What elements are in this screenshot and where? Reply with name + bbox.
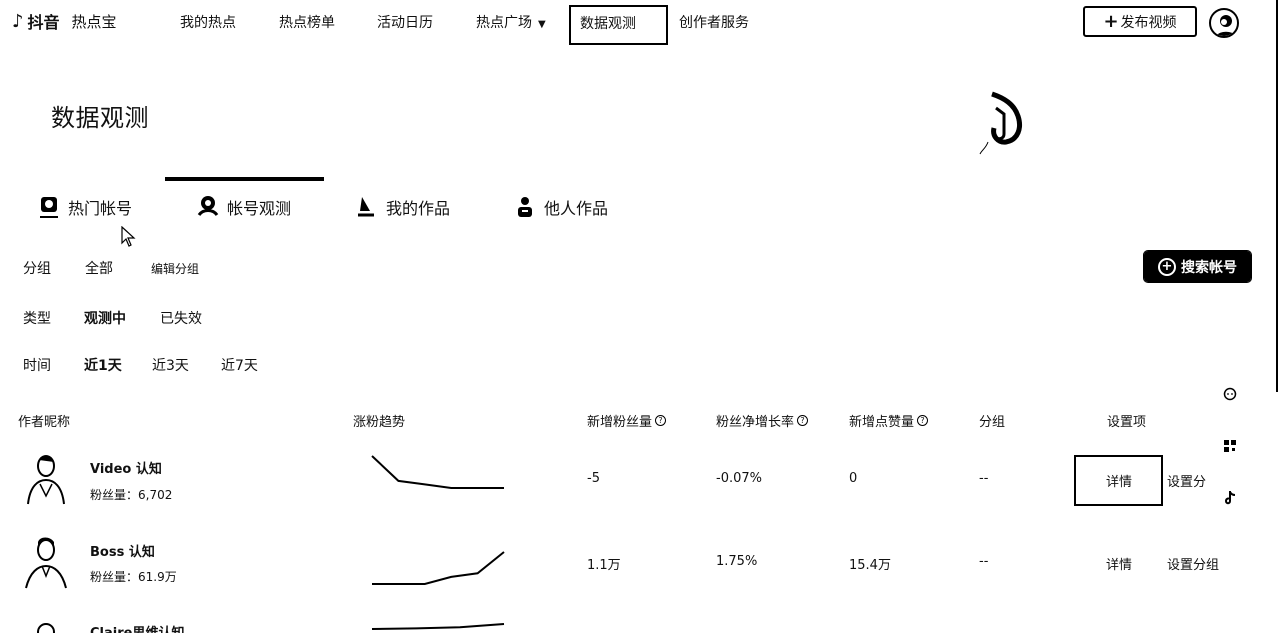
plus-icon: + bbox=[1103, 11, 1119, 32]
tiktok-logo-icon: ♪ bbox=[12, 10, 24, 32]
add-circle-icon: + bbox=[1158, 257, 1176, 276]
col-new-likes: 新增点赞量? bbox=[849, 411, 929, 430]
publish-label: 发布视频 bbox=[1120, 14, 1177, 31]
page-title: 数据观测 bbox=[51, 104, 149, 132]
group-value: -- bbox=[979, 471, 989, 486]
filter-time-7d[interactable]: 近7天 bbox=[221, 358, 258, 374]
logo[interactable]: ♪ 抖音 热点宝 bbox=[12, 9, 117, 33]
tab-label: 热门帐号 bbox=[68, 199, 133, 218]
qrcode-icon[interactable] bbox=[1222, 439, 1238, 455]
new-likes-value: 0 bbox=[849, 471, 858, 486]
nav-hot-square[interactable]: 热点广场 ▼ bbox=[476, 12, 546, 32]
nav-hot-list[interactable]: 热点榜单 bbox=[279, 15, 335, 31]
filter-time-3d[interactable]: 近3天 bbox=[152, 358, 189, 374]
tab-hot-accounts[interactable]: 热门帐号 bbox=[38, 195, 132, 219]
help-icon[interactable]: ? bbox=[917, 415, 929, 426]
active-tab-indicator bbox=[165, 177, 324, 181]
col-settings: 设置项 bbox=[1107, 415, 1147, 430]
tiktok-icon[interactable] bbox=[1222, 490, 1238, 506]
filter-type-label: 类型 bbox=[23, 311, 51, 327]
search-account-button[interactable]: + 搜索帐号 bbox=[1143, 250, 1252, 283]
col-author: 作者昵称 bbox=[18, 415, 71, 430]
col-new-fans: 新增粉丝量? bbox=[587, 411, 667, 430]
author-name[interactable]: Boss 认知 bbox=[90, 545, 155, 560]
others-works-icon bbox=[518, 197, 532, 217]
author-fans: 粉丝量：6,702 bbox=[90, 488, 173, 502]
detail-button[interactable]: 详情 bbox=[1106, 475, 1133, 490]
nav-my-hot[interactable]: 我的热点 bbox=[180, 15, 236, 31]
filter-time-1d[interactable]: 近1天 bbox=[84, 358, 122, 374]
logo-sub: 热点宝 bbox=[71, 12, 117, 31]
author-fans: 粉丝量：61.9万 bbox=[90, 570, 177, 584]
publish-video-button[interactable]: + 发布视频 bbox=[1083, 6, 1197, 37]
tab-others-works[interactable]: 他人作品 bbox=[514, 195, 608, 219]
nav-creator-service[interactable]: 创作者服务 bbox=[679, 15, 749, 31]
col-new-fans-label: 新增粉丝量 bbox=[587, 415, 653, 430]
user-avatar[interactable] bbox=[1209, 8, 1239, 38]
tab-label: 帐号观测 bbox=[227, 199, 292, 218]
chat-icon[interactable] bbox=[1222, 387, 1238, 403]
detail-button-highlight bbox=[1074, 455, 1163, 506]
detail-button[interactable]: 详情 bbox=[1106, 558, 1133, 573]
logo-brand: 抖音 bbox=[27, 13, 60, 32]
edit-group-link[interactable]: 编辑分组 bbox=[151, 262, 200, 276]
col-growth-label: 粉丝净增长率 bbox=[716, 415, 795, 430]
fans-trend-sparkline bbox=[371, 623, 505, 630]
top-nav: ♪ 抖音 热点宝 我的热点 热点榜单 活动日历 热点广场 ▼ 数据观测 创作者服务… bbox=[0, 0, 1280, 46]
new-likes-value: 15.4万 bbox=[849, 558, 891, 573]
nav-data-observe[interactable]: 数据观测 bbox=[569, 5, 668, 45]
author-name[interactable]: Claire思维认知 bbox=[90, 622, 184, 633]
tab-account-observe[interactable]: 帐号观测 bbox=[197, 195, 291, 219]
avatar[interactable] bbox=[24, 452, 68, 506]
col-group: 分组 bbox=[979, 415, 1006, 430]
sparkline-path bbox=[371, 623, 505, 630]
col-growth: 粉丝净增长率? bbox=[716, 411, 809, 430]
search-account-label: 搜索帐号 bbox=[1181, 259, 1237, 276]
group-value: -- bbox=[979, 554, 989, 569]
filter-type-observing[interactable]: 观测中 bbox=[84, 311, 126, 327]
col-new-likes-label: 新增点赞量 bbox=[849, 415, 915, 430]
avatar[interactable] bbox=[24, 536, 68, 590]
sparkline-path bbox=[372, 551, 505, 585]
filter-group-label: 分组 bbox=[23, 261, 51, 277]
filter-time-label: 时间 bbox=[23, 358, 51, 374]
tab-label: 我的作品 bbox=[386, 199, 451, 218]
tab-my-works[interactable]: 我的作品 bbox=[356, 195, 450, 219]
mouse-cursor-icon bbox=[121, 226, 136, 247]
my-works-icon bbox=[358, 197, 374, 217]
nav-hot-square-label: 热点广场 bbox=[476, 15, 532, 31]
col-trend: 涨粉趋势 bbox=[353, 415, 406, 430]
set-group-button[interactable]: 设置分组 bbox=[1167, 558, 1220, 573]
set-group-button[interactable]: 设置分 bbox=[1167, 475, 1207, 490]
fans-trend-sparkline bbox=[371, 455, 504, 489]
help-icon[interactable]: ? bbox=[797, 415, 809, 426]
fans-trend-sparkline bbox=[372, 551, 505, 585]
new-fans-value: 1.1万 bbox=[587, 558, 621, 573]
new-fans-value: -5 bbox=[587, 471, 600, 486]
author-name[interactable]: Video 认知 bbox=[90, 462, 162, 477]
sparkline-path bbox=[371, 455, 504, 489]
scrollbar[interactable] bbox=[1276, 0, 1278, 392]
filter-type-expired[interactable]: 已失效 bbox=[160, 311, 202, 327]
tab-label: 他人作品 bbox=[544, 199, 609, 218]
nav-data-observe-label: 数据观测 bbox=[580, 16, 636, 32]
caret-down-icon: ▼ bbox=[538, 19, 546, 30]
decorative-logo-icon bbox=[979, 91, 1022, 155]
growth-value: 1.75% bbox=[716, 554, 758, 569]
avatar[interactable] bbox=[24, 620, 68, 633]
hot-account-icon bbox=[40, 197, 58, 218]
account-observe-icon bbox=[197, 196, 219, 216]
help-icon[interactable]: ? bbox=[655, 415, 667, 426]
nav-calendar[interactable]: 活动日历 bbox=[377, 15, 433, 31]
filter-group-all[interactable]: 全部 bbox=[85, 261, 113, 277]
growth-value: -0.07% bbox=[716, 471, 762, 486]
